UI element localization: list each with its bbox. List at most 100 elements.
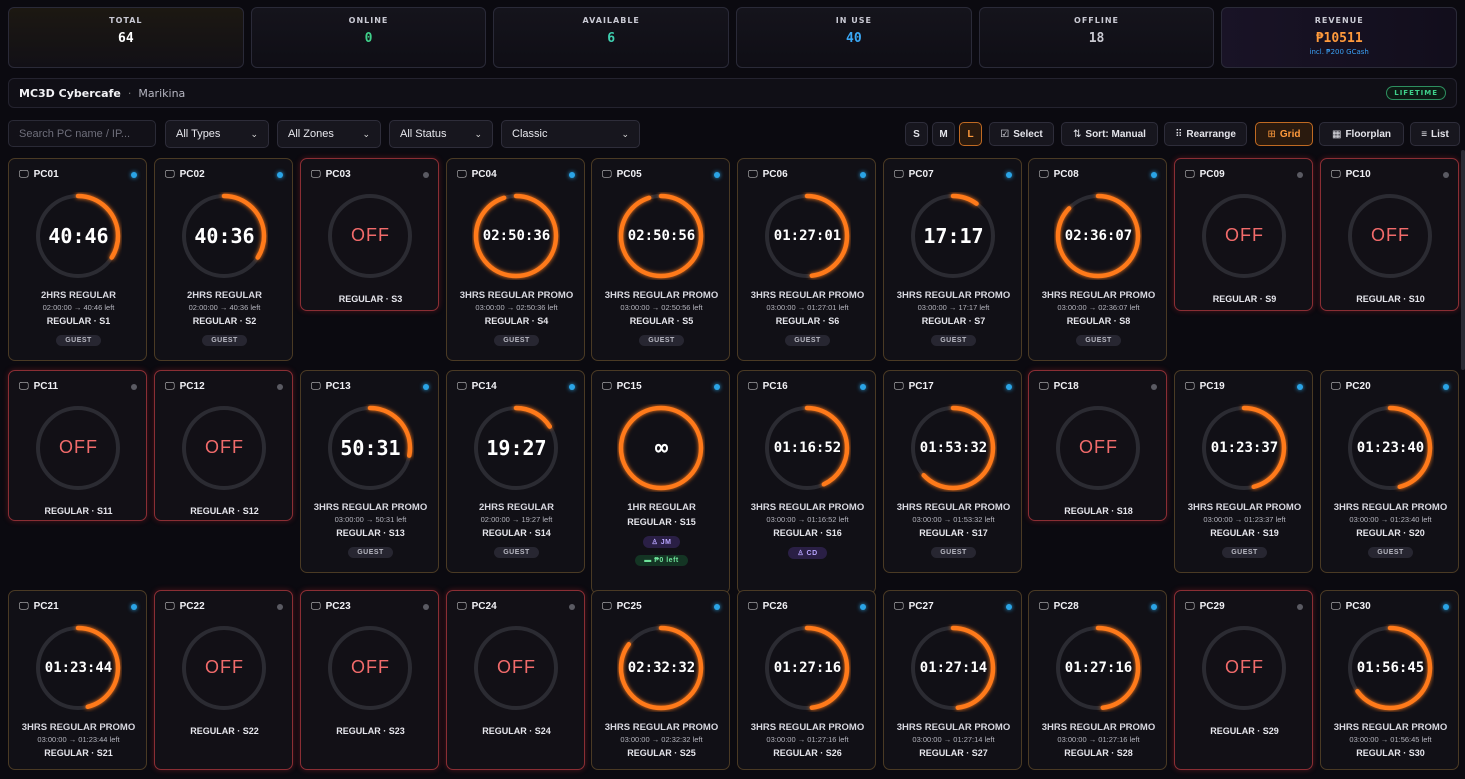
seat-label: REGULAR · S4: [484, 316, 549, 326]
pc-card[interactable]: 🖵 PC22 OFF REGULAR · S22: [154, 590, 293, 770]
pc-card[interactable]: 🖵 PC18 OFF REGULAR · S18: [1028, 370, 1167, 521]
session-timeline: 03:00:00 → 01:23:44 left: [37, 735, 120, 744]
zone-filter-select[interactable]: All Zones ⌄: [277, 120, 381, 148]
seat-label: REGULAR · S18: [1064, 506, 1133, 516]
pc-card[interactable]: 🖵 PC05 02:50:56 3HRS REGULAR PROMO 03:00:00 …: [591, 158, 730, 361]
pc-card[interactable]: 🖵 PC13 50:31 3HRS REGULAR PROMO 03:00:00 → 5…: [300, 370, 439, 573]
session-info: REGULAR · S10: [1321, 290, 1460, 304]
pc-card[interactable]: 🖵 PC26 01:27:16 3HRS REGULAR PROMO 03:00:00 …: [737, 590, 876, 770]
timer-ring: [327, 405, 413, 491]
pc-card[interactable]: 🖵 PC01 40:46 2HRS REGULAR 02:00:00 → 40:46 l…: [8, 158, 147, 361]
monitor-icon: 🖵: [1039, 601, 1049, 612]
guest-badge: GUEST: [1368, 547, 1413, 558]
pc-card-header: 🖵 PC08: [1039, 169, 1079, 180]
rearrange-button[interactable]: ⠿ Rearrange: [1164, 122, 1247, 146]
time-remaining: 40:36: [194, 224, 255, 248]
user-badge[interactable]: ♙ JM: [642, 536, 681, 548]
type-filter-select[interactable]: All Types ⌄: [165, 120, 269, 148]
grid-label: Grid: [1279, 128, 1301, 140]
pc-card[interactable]: 🖵 PC09 OFF REGULAR · S9: [1174, 158, 1313, 311]
toolbar: All Types ⌄ All Zones ⌄ All Status ⌄ Cla…: [8, 119, 1461, 149]
pc-card[interactable]: 🖵 PC27 01:27:14 3HRS REGULAR PROMO 03:00:00 …: [883, 590, 1022, 770]
timer-ring: [618, 625, 704, 711]
pc-card[interactable]: 🖵 PC20 01:23:40 3HRS REGULAR PROMO 03:00:00 …: [1320, 370, 1459, 573]
session-info: 3HRS REGULAR PROMO 03:00:00 → 01:56:45 le…: [1321, 722, 1460, 758]
time-remaining: 40:46: [48, 224, 109, 248]
pc-card[interactable]: 🖵 PC19 01:23:37 3HRS REGULAR PROMO 03:00:00 …: [1174, 370, 1313, 573]
pc-card[interactable]: 🖵 PC15 ∞ 1HR REGULAR REGULAR · S15 ♙ JM ▬ ₱0 l…: [591, 370, 730, 594]
floorplan-view-button[interactable]: ▦ Floorplan: [1319, 122, 1404, 146]
monitor-icon: 🖵: [1331, 601, 1341, 612]
pc-card[interactable]: 🖵 PC04 02:50:36 3HRS REGULAR PROMO 03:00:00 …: [446, 158, 585, 361]
session-timeline: 03:00:00 → 01:23:37 left: [1203, 515, 1286, 524]
offline-label: OFF: [351, 657, 390, 677]
sort-button[interactable]: ⇅ Sort: Manual: [1061, 122, 1158, 146]
session-info: 2HRS REGULAR 02:00:00 → 40:36 left REGULAR…: [155, 290, 294, 347]
pc-card[interactable]: 🖵 PC14 19:27 2HRS REGULAR 02:00:00 → 19:27 l…: [446, 370, 585, 573]
status-dot: [1006, 172, 1012, 178]
pc-card[interactable]: 🖵 PC28 01:27:16 3HRS REGULAR PROMO 03:00:00 …: [1028, 590, 1167, 770]
monitor-icon: 🖵: [311, 601, 321, 612]
seat-label: REGULAR · S10: [1356, 294, 1425, 304]
select-button[interactable]: ☑ Select: [989, 122, 1054, 146]
pc-card[interactable]: 🖵 PC21 01:23:44 3HRS REGULAR PROMO 03:00:00 …: [8, 590, 147, 770]
plan-name: 3HRS REGULAR PROMO: [896, 722, 1011, 733]
guest-badge: GUEST: [1076, 335, 1121, 346]
timer-ring: [474, 626, 558, 710]
scrollbar[interactable]: [1461, 150, 1465, 370]
grid-icon: ⊞: [1267, 128, 1276, 140]
pc-card-header: 🖵 PC26: [748, 601, 788, 612]
view-style-select[interactable]: Classic ⌄: [501, 120, 640, 148]
pc-card[interactable]: 🖵 PC10 OFF REGULAR · S10: [1320, 158, 1459, 311]
pc-card[interactable]: 🖵 PC23 OFF REGULAR · S23: [300, 590, 439, 770]
seat-label: REGULAR · S20: [1356, 528, 1425, 538]
pc-card[interactable]: 🖵 PC08 02:36:07 3HRS REGULAR PROMO 03:00:00 …: [1028, 158, 1167, 361]
grid-view-button[interactable]: ⊞ Grid: [1255, 122, 1313, 146]
monitor-icon: 🖵: [1331, 169, 1341, 180]
pc-card-header: 🖵 PC28: [1039, 601, 1079, 612]
size-l-button[interactable]: L: [959, 122, 982, 146]
list-view-button[interactable]: ≡ List: [1410, 122, 1460, 146]
guest-badge: GUEST: [202, 335, 247, 346]
monitor-icon: 🖵: [457, 381, 467, 392]
pc-card[interactable]: 🖵 PC16 01:16:52 3HRS REGULAR PROMO 03:00:00 …: [737, 370, 876, 594]
pc-card[interactable]: 🖵 PC06 01:27:01 3HRS REGULAR PROMO 03:00:00 …: [737, 158, 876, 361]
pc-name: PC01: [33, 169, 59, 180]
size-m-button[interactable]: M: [932, 122, 955, 146]
pc-card[interactable]: 🖵 PC17 01:53:32 3HRS REGULAR PROMO 03:00:00 …: [883, 370, 1022, 573]
status-dot: [1151, 172, 1157, 178]
pc-card[interactable]: 🖵 PC30 01:56:45 3HRS REGULAR PROMO 03:00:00 …: [1320, 590, 1459, 770]
status-filter-select[interactable]: All Status ⌄: [389, 120, 493, 148]
monitor-icon: 🖵: [1039, 381, 1049, 392]
session-timeline: 03:00:00 → 17:17 left: [917, 303, 990, 312]
status-dot: [714, 604, 720, 610]
time-remaining: 19:27: [486, 436, 547, 460]
monitor-icon: 🖵: [748, 381, 758, 392]
session-timeline: 02:00:00 → 40:36 left: [188, 303, 261, 312]
pc-card-header: 🖵 PC12: [165, 381, 205, 392]
cafe-location: Marikina: [138, 86, 186, 100]
pc-card[interactable]: 🖵 PC12 OFF REGULAR · S12: [154, 370, 293, 521]
pc-name: PC28: [1053, 601, 1079, 612]
pc-name: PC04: [471, 169, 497, 180]
timer-ring-track: [1348, 194, 1432, 278]
pc-card[interactable]: 🖵 PC24 OFF REGULAR · S24: [446, 590, 585, 770]
size-s-button[interactable]: S: [905, 122, 928, 146]
session-info: 1HR REGULAR REGULAR · S15 ♙ JM ▬ ₱0 left: [592, 502, 731, 567]
timer-ring: [910, 625, 996, 711]
timer-ring: [618, 193, 704, 279]
pc-card[interactable]: 🖵 PC25 02:32:32 3HRS REGULAR PROMO 03:00:00 …: [591, 590, 730, 770]
timer-ring-track: [182, 626, 266, 710]
user-badge[interactable]: ♙ CD: [788, 547, 827, 559]
pc-card-header: 🖵 PC05: [602, 169, 642, 180]
pc-card[interactable]: 🖵 PC11 OFF REGULAR · S11: [8, 370, 147, 521]
pc-card[interactable]: 🖵 PC03 OFF REGULAR · S3: [300, 158, 439, 311]
pc-card[interactable]: 🖵 PC07 17:17 3HRS REGULAR PROMO 03:00:00 → 1…: [883, 158, 1022, 361]
pc-name: PC03: [325, 169, 351, 180]
timer-ring: [473, 193, 559, 279]
pc-card[interactable]: 🖵 PC29 OFF REGULAR · S29: [1174, 590, 1313, 770]
pc-card-header: 🖵 PC16: [748, 381, 788, 392]
pc-card[interactable]: 🖵 PC02 40:36 2HRS REGULAR 02:00:00 → 40:36 l…: [154, 158, 293, 361]
search-input[interactable]: [8, 120, 156, 147]
pc-card-header: 🖵 PC14: [457, 381, 497, 392]
